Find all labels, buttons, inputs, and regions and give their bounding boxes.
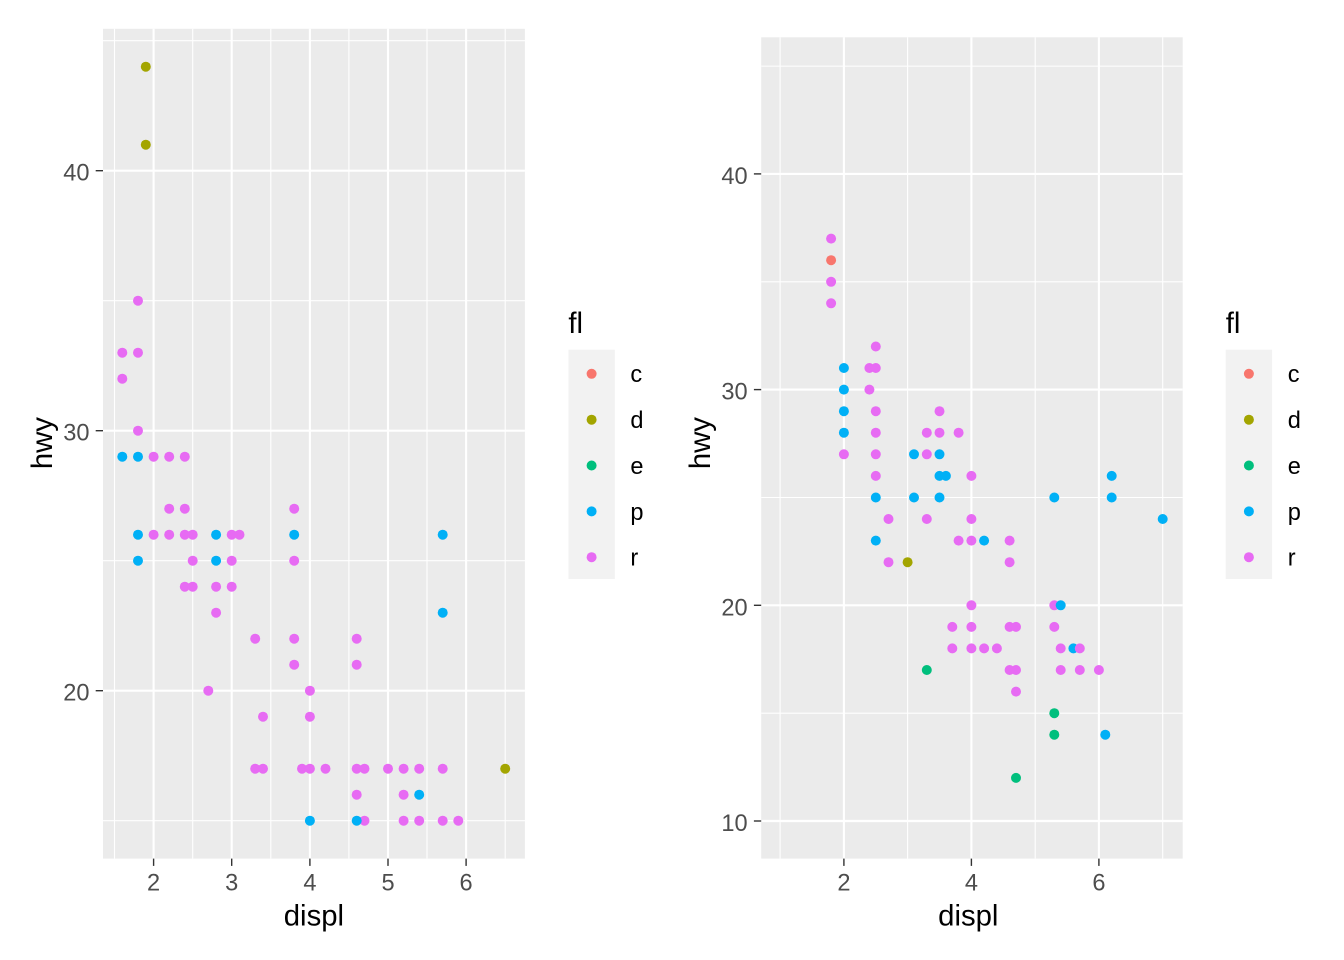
svg-text:r: r: [1288, 546, 1296, 572]
svg-text:3: 3: [225, 871, 238, 897]
svg-text:4: 4: [303, 871, 316, 897]
svg-text:d: d: [1288, 408, 1301, 434]
svg-text:c: c: [630, 362, 642, 388]
svg-text:5: 5: [381, 871, 394, 897]
svg-text:r: r: [630, 546, 638, 572]
svg-text:40: 40: [63, 161, 89, 187]
svg-text:6: 6: [1092, 871, 1105, 897]
svg-text:c: c: [1288, 362, 1300, 388]
svg-text:displ: displ: [938, 900, 998, 933]
svg-text:2: 2: [147, 871, 160, 897]
svg-text:10: 10: [721, 811, 747, 837]
svg-text:fl: fl: [1226, 307, 1241, 340]
svg-text:p: p: [630, 500, 643, 526]
svg-text:displ: displ: [284, 900, 344, 933]
svg-text:2: 2: [837, 871, 850, 897]
svg-text:hwy: hwy: [684, 417, 717, 469]
svg-text:e: e: [630, 454, 643, 480]
svg-text:20: 20: [63, 681, 89, 707]
svg-text:40: 40: [721, 164, 747, 190]
svg-text:4: 4: [965, 871, 978, 897]
svg-text:d: d: [630, 408, 643, 434]
svg-text:p: p: [1288, 500, 1301, 526]
svg-text:30: 30: [721, 380, 747, 406]
svg-text:20: 20: [721, 595, 747, 621]
svg-text:30: 30: [63, 421, 89, 447]
svg-text:e: e: [1288, 454, 1301, 480]
svg-text:hwy: hwy: [26, 417, 59, 469]
svg-text:fl: fl: [568, 307, 583, 340]
svg-text:6: 6: [460, 871, 473, 897]
